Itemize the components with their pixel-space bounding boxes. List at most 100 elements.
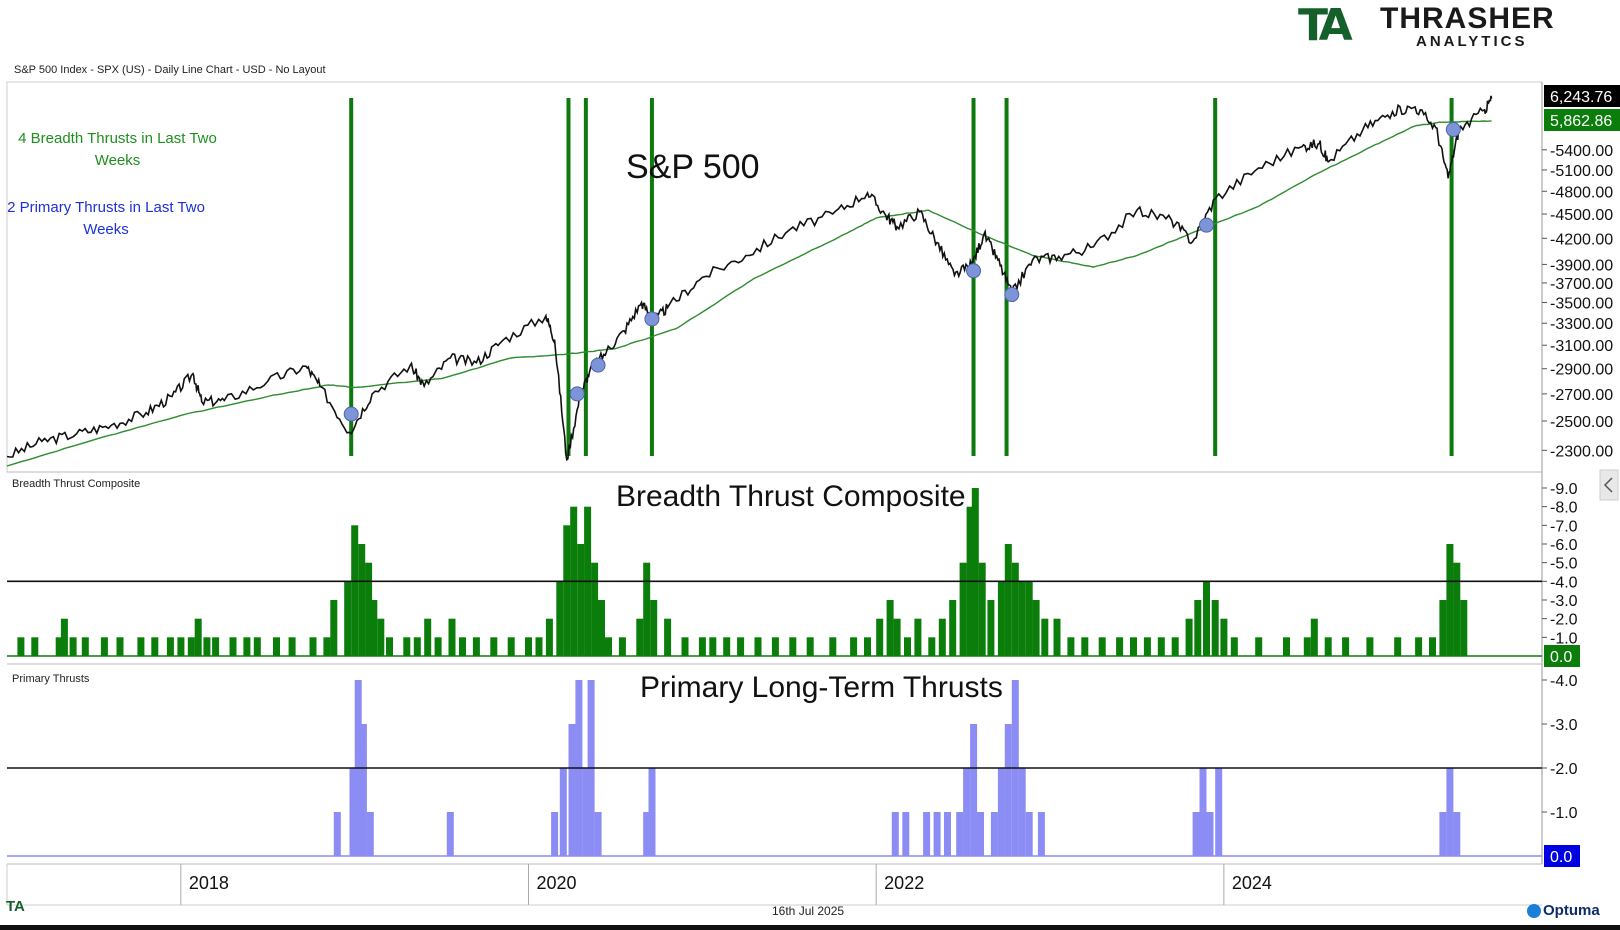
breadth-bar-87 <box>1041 618 1049 656</box>
chart-info-header: S&P 500 Index - SPX (US) - Daily Line Ch… <box>14 64 326 76</box>
breadth-bar-92 <box>1116 637 1124 656</box>
breadth-bar-85 <box>1025 581 1033 656</box>
primary-bar-6 <box>551 812 559 856</box>
logo-mark: TA <box>1298 0 1353 51</box>
primary-thrusts-title: Primary Long-Term Thrusts <box>640 671 1003 704</box>
moving-average-badge <box>1544 109 1620 131</box>
price-tick-label-12: -5100.00 <box>1550 163 1613 180</box>
primary-bar-17 <box>923 812 931 856</box>
breadth-bar-98 <box>1194 600 1202 656</box>
thrust-marker-3 <box>644 311 660 327</box>
breadth-bar-64 <box>806 637 814 656</box>
breadth-bar-56 <box>681 637 689 656</box>
breadth-bar-13 <box>194 618 202 656</box>
thrust-marker-4 <box>966 263 982 279</box>
breadth-bar-83 <box>1011 562 1019 656</box>
breadth-bar-34 <box>434 637 442 656</box>
breadth-bar-46 <box>577 544 585 656</box>
price-tick-label-7: -3700.00 <box>1550 276 1613 293</box>
year-label-0: 2018 <box>189 873 229 893</box>
breadth-bar-42 <box>545 618 553 656</box>
price-tick-label-9: -4200.00 <box>1550 231 1613 248</box>
breadth-bar-84 <box>1018 581 1026 656</box>
breadth-thrust-note: 4 Breadth Thrusts in Last Two Weeks <box>18 130 217 169</box>
primary-bar-4 <box>366 812 374 856</box>
primary-bar-31 <box>1192 812 1200 856</box>
breadth-bar-19 <box>273 637 280 656</box>
breadth-bar-90 <box>1081 637 1089 656</box>
breadth-bar-63 <box>789 637 797 656</box>
footer-ta-logo: TA <box>6 898 25 915</box>
thrust-marker-7 <box>1445 122 1461 138</box>
primary-bar-35 <box>1439 812 1447 856</box>
breadth-bar-104 <box>1283 637 1290 656</box>
breadth-bar-59 <box>723 637 731 656</box>
moving-average-line <box>6 120 1492 467</box>
sp500-price-line <box>6 95 1493 462</box>
logo-subtitle: ANALYTICS <box>1416 33 1528 50</box>
breadth-bar-43 <box>556 581 564 656</box>
breadth-bar-49 <box>598 600 605 656</box>
breadth-bar-30 <box>386 637 393 656</box>
breadth-bar-14 <box>203 637 211 656</box>
breadth-tick-label-1: -2.0 <box>1550 612 1578 629</box>
primary-tick-label-3: -4.0 <box>1550 673 1578 690</box>
breadth-bar-8 <box>137 637 145 656</box>
primary-bar-23 <box>977 812 984 856</box>
price-tick-label-1: -2500.00 <box>1550 414 1613 431</box>
breadth-tick-label-5: -6.0 <box>1550 537 1578 554</box>
breadth-bar-37 <box>472 637 480 656</box>
breadth-bar-100 <box>1211 600 1219 656</box>
year-label-3: 2024 <box>1232 873 1272 893</box>
price-tick-label-11: -4800.00 <box>1550 184 1613 201</box>
breadth-bar-11 <box>177 637 185 656</box>
primary-bar-29 <box>1025 812 1033 856</box>
breadth-bar-44 <box>563 525 571 656</box>
primary-panel-label: Primary Thrusts <box>12 673 90 685</box>
breadth-bar-110 <box>1394 637 1402 656</box>
breadth-bar-20 <box>288 637 296 656</box>
primary-bar-20 <box>956 812 964 856</box>
breadth-bar-86 <box>1032 600 1040 656</box>
breadth-bar-80 <box>987 600 995 656</box>
breadth-bar-93 <box>1130 637 1137 656</box>
primary-bar-3 <box>359 724 367 856</box>
breadth-bar-9 <box>151 637 159 656</box>
price-tick-label-4: -3100.00 <box>1550 338 1613 355</box>
breadth-bar-23 <box>330 600 338 656</box>
primary-bar-28 <box>1018 768 1026 856</box>
breadth-bar-26 <box>358 544 366 656</box>
primary-bar-8 <box>568 724 576 856</box>
breadth-tick-label-6: -7.0 <box>1550 518 1578 535</box>
primary-bar-25 <box>997 768 1005 856</box>
breadth-bar-62 <box>771 637 779 656</box>
breadth-bar-5 <box>81 637 89 656</box>
breadth-current-value: 0.0 <box>1550 649 1572 666</box>
breadth-bar-101 <box>1220 618 1228 656</box>
primary-bar-30 <box>1037 812 1045 856</box>
breadth-bar-1 <box>31 637 39 656</box>
breadth-bar-21 <box>309 637 317 656</box>
breadth-tick-label-3: -4.0 <box>1550 574 1578 591</box>
price-tick-label-0: -2300.00 <box>1550 443 1613 460</box>
breadth-bar-65 <box>829 637 837 656</box>
breadth-bar-115 <box>1453 562 1461 656</box>
thrust-marker-6 <box>1198 217 1214 233</box>
breadth-bar-88 <box>1053 618 1061 656</box>
thrasher-logo: TA THRASHER ANALYTICS <box>1298 0 1568 51</box>
breadth-bar-58 <box>709 637 717 656</box>
breadth-bar-39 <box>507 637 515 656</box>
breadth-bar-112 <box>1429 637 1436 656</box>
breadth-bar-55 <box>664 618 672 656</box>
primary-bar-16 <box>902 812 910 856</box>
breadth-bar-96 <box>1171 637 1179 656</box>
breadth-bar-103 <box>1255 637 1263 656</box>
sp500-title: S&P 500 <box>626 148 760 186</box>
breadth-bar-53 <box>643 562 651 656</box>
price-tick-label-6: -3500.00 <box>1550 296 1613 313</box>
thrust-marker-2 <box>590 357 606 373</box>
breadth-bar-35 <box>448 618 456 656</box>
breadth-bar-33 <box>424 618 432 656</box>
primary-bar-14 <box>648 768 656 856</box>
